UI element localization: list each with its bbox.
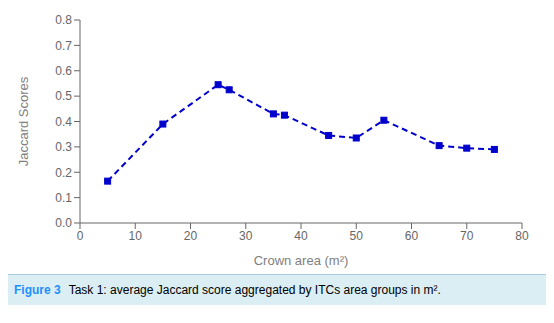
svg-text:Crown area (m²): Crown area (m²) [254,253,349,268]
svg-text:40: 40 [294,229,308,243]
svg-text:0.3: 0.3 [55,140,72,154]
svg-text:0.6: 0.6 [55,64,72,78]
html-text:Task 1: average Jaccard score: Task 1: average Jaccard score aggregated… [68,283,441,297]
svg-text:0.4: 0.4 [55,115,72,129]
svg-text:0: 0 [77,229,84,243]
html-text:Figure 3: Figure 3 [14,283,61,297]
svg-text:0.0: 0.0 [55,216,72,230]
svg-text:10: 10 [129,229,143,243]
svg-text:80: 80 [515,229,529,243]
svg-text:60: 60 [405,229,419,243]
svg-text:70: 70 [460,229,474,243]
svg-text:0.7: 0.7 [55,39,72,53]
svg-text:Jaccard Scores: Jaccard Scores [16,76,31,166]
svg-text:0.8: 0.8 [55,13,72,27]
svg-text:0.1: 0.1 [55,191,72,205]
svg-text:20: 20 [184,229,198,243]
svg-text:50: 50 [350,229,364,243]
svg-text:30: 30 [239,229,253,243]
svg-text:0.2: 0.2 [55,166,72,180]
svg-text:0.5: 0.5 [55,89,72,103]
